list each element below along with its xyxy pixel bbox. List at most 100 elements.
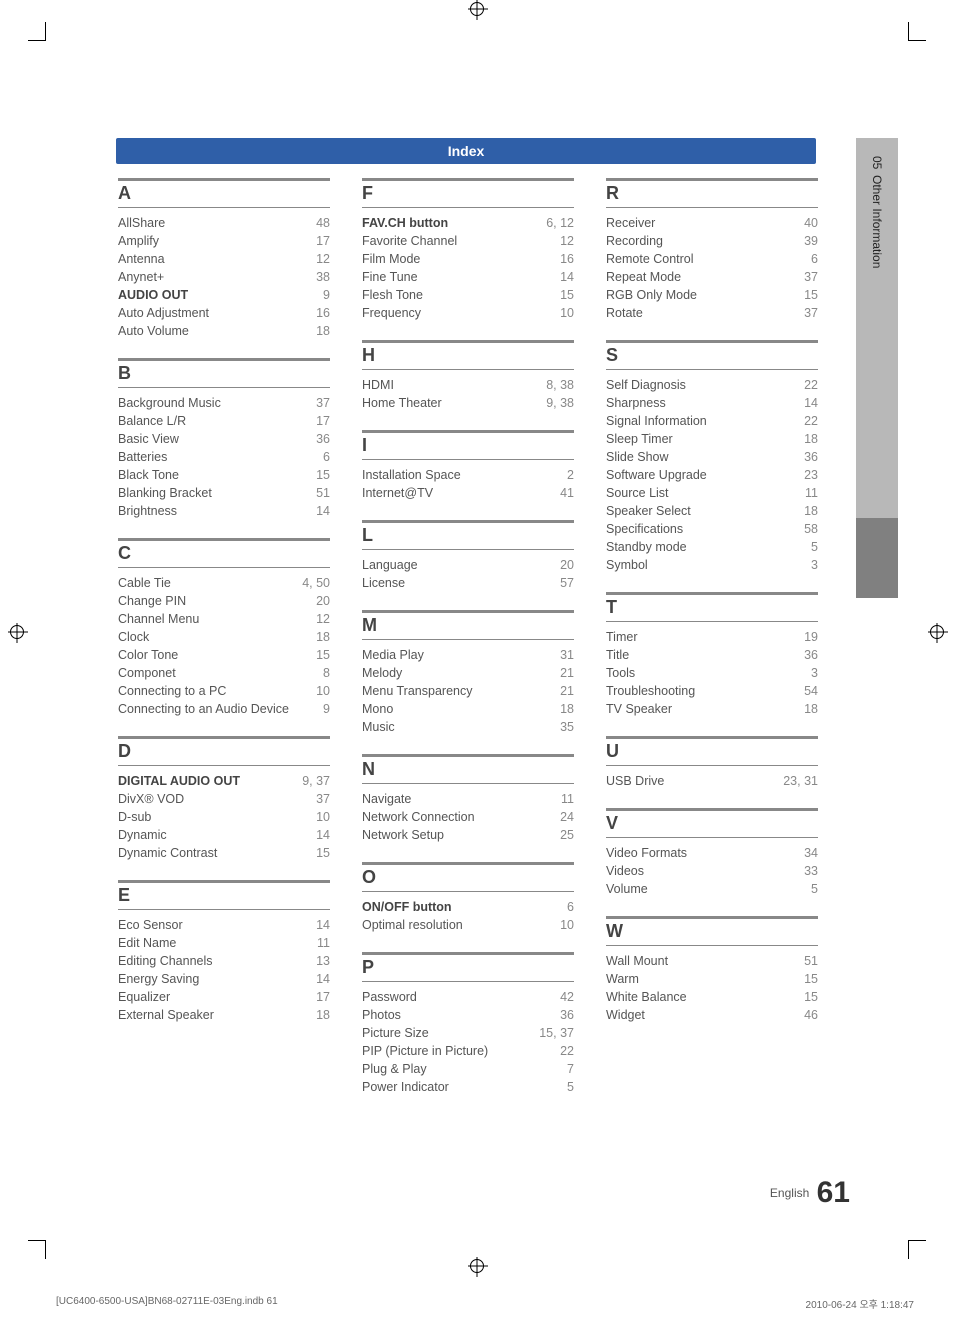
index-page: 14 [308, 970, 330, 988]
index-term: TV Speaker [606, 700, 796, 718]
section-letter: T [606, 597, 818, 622]
section-rule [362, 610, 574, 613]
section-rule [606, 736, 818, 739]
section-letter: F [362, 183, 574, 208]
section-rule [118, 358, 330, 361]
index-page: 10 [552, 916, 574, 934]
index-term: Widget [606, 1006, 796, 1024]
index-entry: Troubleshooting54 [606, 682, 818, 700]
index-page: 6, 12 [538, 214, 574, 232]
index-entry: AUDIO OUT9 [118, 286, 330, 304]
crop-mark [45, 22, 46, 40]
crop-mark [908, 1240, 926, 1241]
index-term: Photos [362, 1006, 552, 1024]
section-rule [606, 178, 818, 181]
index-entry: Menu Transparency21 [362, 682, 574, 700]
footer-page-number: 61 [817, 1176, 850, 1209]
index-term: Amplify [118, 232, 308, 250]
registration-mark-top [470, 2, 484, 16]
index-entry: Plug & Play7 [362, 1060, 574, 1078]
print-metadata: [UC6400-6500-USA]BN68-02711E-03Eng.indb … [56, 1296, 914, 1311]
index-entry: Componet8 [118, 664, 330, 682]
index-term: Connecting to a PC [118, 682, 308, 700]
index-term: Music [362, 718, 552, 736]
index-page: 54 [796, 682, 818, 700]
index-column: FFAV.CH button6, 12Favorite Channel12Fil… [362, 178, 574, 1114]
section-letter: S [606, 345, 818, 370]
index-term: Signal Information [606, 412, 796, 430]
chapter-number: 05 [870, 156, 884, 169]
index-term: Componet [118, 664, 315, 682]
index-page: 13 [308, 952, 330, 970]
index-entry: Receiver40 [606, 214, 818, 232]
index-entry: DIGITAL AUDIO OUT9, 37 [118, 772, 330, 790]
index-entry: Internet@TV41 [362, 484, 574, 502]
section-rule [606, 340, 818, 343]
index-term: Password [362, 988, 552, 1006]
section-letter: H [362, 345, 574, 370]
index-page: 17 [308, 988, 330, 1006]
index-page: 5 [803, 880, 818, 898]
index-entry: Volume5 [606, 880, 818, 898]
index-term: Video Formats [606, 844, 796, 862]
index-entry: Fine Tune14 [362, 268, 574, 286]
print-timestamp: 2010-06-24 오후 1:18:47 [806, 1296, 914, 1311]
index-entry: Wall Mount51 [606, 952, 818, 970]
index-entry: Self Diagnosis22 [606, 376, 818, 394]
index-page: 20 [552, 556, 574, 574]
index-entry: Installation Space2 [362, 466, 574, 484]
index-page: 9, 38 [538, 394, 574, 412]
index-term: Blanking Bracket [118, 484, 308, 502]
index-page: 10 [308, 808, 330, 826]
index-page: 36 [308, 430, 330, 448]
index-term: Media Play [362, 646, 552, 664]
section-rule [362, 754, 574, 757]
index-term: Picture Size [362, 1024, 531, 1042]
index-term: Cable Tie [118, 574, 294, 592]
index-term: Volume [606, 880, 803, 898]
index-page: 31 [552, 646, 574, 664]
index-entry: Balance L/R17 [118, 412, 330, 430]
index-term: License [362, 574, 552, 592]
index-page: 25 [552, 826, 574, 844]
index-page: 6 [315, 448, 330, 466]
index-page: 15 [308, 466, 330, 484]
index-page: 18 [796, 700, 818, 718]
index-term: Background Music [118, 394, 308, 412]
index-page: 11 [309, 934, 330, 952]
index-term: Channel Menu [118, 610, 308, 628]
index-entry: Optimal resolution10 [362, 916, 574, 934]
index-term: DivX® VOD [118, 790, 308, 808]
index-section: DDIGITAL AUDIO OUT9, 37DivX® VOD37D-sub1… [118, 736, 330, 862]
index-term: Dynamic [118, 826, 308, 844]
section-rule [118, 178, 330, 181]
index-term: Troubleshooting [606, 682, 796, 700]
index-entry: Standby mode5 [606, 538, 818, 556]
index-page: 40 [796, 214, 818, 232]
section-letter: C [118, 543, 330, 568]
index-page: 15 [796, 988, 818, 1006]
index-page: 39 [796, 232, 818, 250]
index-term: Tools [606, 664, 803, 682]
index-entry: Auto Volume18 [118, 322, 330, 340]
index-term: White Balance [606, 988, 796, 1006]
index-term: FAV.CH button [362, 214, 538, 232]
index-page: 9 [315, 700, 330, 718]
index-page: 21 [552, 664, 574, 682]
index-section: FFAV.CH button6, 12Favorite Channel12Fil… [362, 178, 574, 322]
index-page: 37 [308, 394, 330, 412]
index-page: 12 [308, 250, 330, 268]
section-letter: V [606, 813, 818, 838]
index-term: Basic View [118, 430, 308, 448]
index-term: RGB Only Mode [606, 286, 796, 304]
index-entry: Frequency10 [362, 304, 574, 322]
index-entry: RGB Only Mode15 [606, 286, 818, 304]
index-entry: Editing Channels13 [118, 952, 330, 970]
index-page: 24 [552, 808, 574, 826]
index-page: 4, 50 [294, 574, 330, 592]
index-term: Auto Adjustment [118, 304, 308, 322]
registration-mark-left [10, 625, 24, 639]
index-section: RReceiver40Recording39Remote Control6Rep… [606, 178, 818, 322]
section-letter: N [362, 759, 574, 784]
index-entry: External Speaker18 [118, 1006, 330, 1024]
